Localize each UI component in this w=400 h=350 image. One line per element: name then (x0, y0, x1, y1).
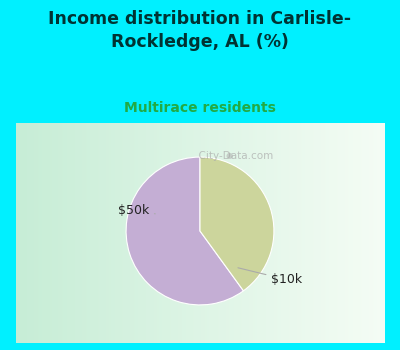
Text: $50k: $50k (118, 204, 155, 217)
Text: ●: ● (225, 151, 232, 160)
Text: $10k: $10k (238, 268, 302, 286)
Text: City-Data.com: City-Data.com (192, 151, 274, 161)
Wedge shape (200, 157, 274, 291)
Text: Income distribution in Carlisle-
Rockledge, AL (%): Income distribution in Carlisle- Rockled… (48, 10, 352, 50)
Text: Multirace residents: Multirace residents (124, 101, 276, 115)
Wedge shape (126, 157, 244, 305)
